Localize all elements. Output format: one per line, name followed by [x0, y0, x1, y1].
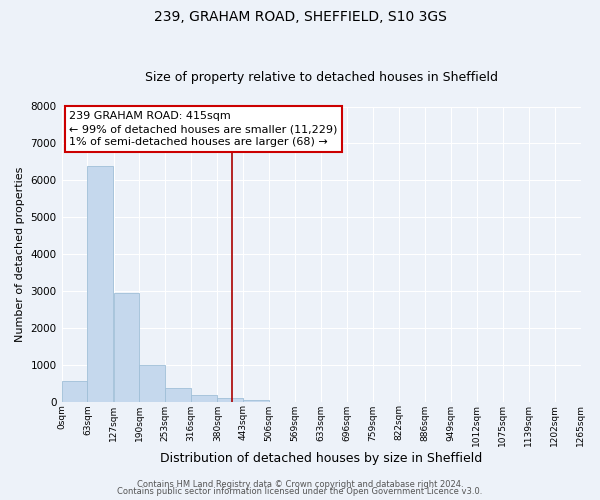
Bar: [243, 400, 269, 402]
Bar: [113, 292, 139, 402]
Title: Size of property relative to detached houses in Sheffield: Size of property relative to detached ho…: [145, 72, 497, 85]
Text: Contains public sector information licensed under the Open Government Licence v3: Contains public sector information licen…: [118, 488, 482, 496]
Text: 239 GRAHAM ROAD: 415sqm
← 99% of detached houses are smaller (11,229)
1% of semi: 239 GRAHAM ROAD: 415sqm ← 99% of detache…: [70, 111, 338, 148]
Bar: [166, 388, 191, 402]
Bar: [62, 382, 88, 402]
Text: Contains HM Land Registry data © Crown copyright and database right 2024.: Contains HM Land Registry data © Crown c…: [137, 480, 463, 489]
Bar: [88, 166, 113, 402]
Text: 239, GRAHAM ROAD, SHEFFIELD, S10 3GS: 239, GRAHAM ROAD, SHEFFIELD, S10 3GS: [154, 10, 446, 24]
Bar: [191, 396, 217, 402]
Y-axis label: Number of detached properties: Number of detached properties: [15, 166, 25, 342]
X-axis label: Distribution of detached houses by size in Sheffield: Distribution of detached houses by size …: [160, 452, 482, 465]
Bar: [217, 398, 243, 402]
Bar: [139, 364, 166, 402]
